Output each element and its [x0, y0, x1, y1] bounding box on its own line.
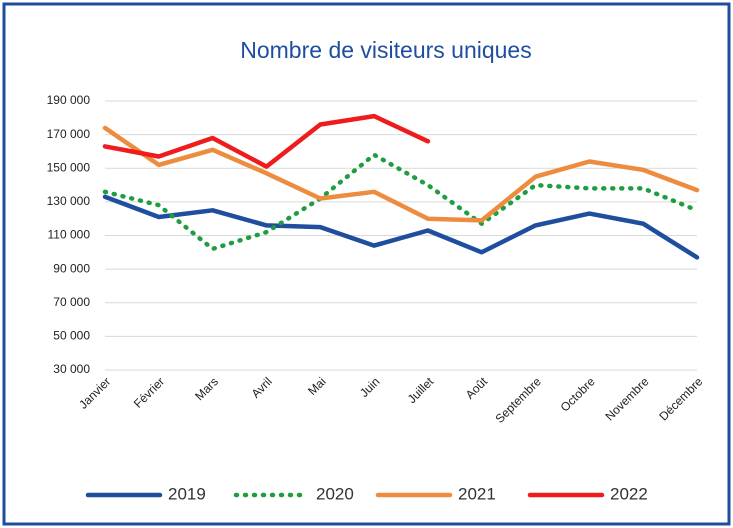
legend-label: 2021: [458, 484, 496, 503]
chart-title: Nombre de visiteurs uniques: [240, 37, 531, 63]
y-tick-label: 70 000: [53, 295, 90, 309]
y-tick-label: 150 000: [47, 160, 91, 174]
line-series: [102, 194, 700, 260]
y-tick-label: 30 000: [53, 362, 90, 376]
y-tick-label: 50 000: [53, 329, 90, 343]
line-series: [102, 152, 700, 252]
y-tick-label: 110 000: [48, 228, 91, 242]
y-tick-label: 130 000: [47, 194, 91, 208]
legend-label: 2020: [316, 484, 354, 503]
line-series: [102, 125, 700, 223]
legend-label: 2019: [168, 484, 206, 503]
legend-label: 2022: [610, 484, 648, 503]
y-tick-label: 190 000: [47, 93, 91, 107]
y-tick-label: 90 000: [53, 261, 90, 275]
line-series: [102, 113, 431, 169]
y-tick-label: 170 000: [47, 127, 91, 141]
